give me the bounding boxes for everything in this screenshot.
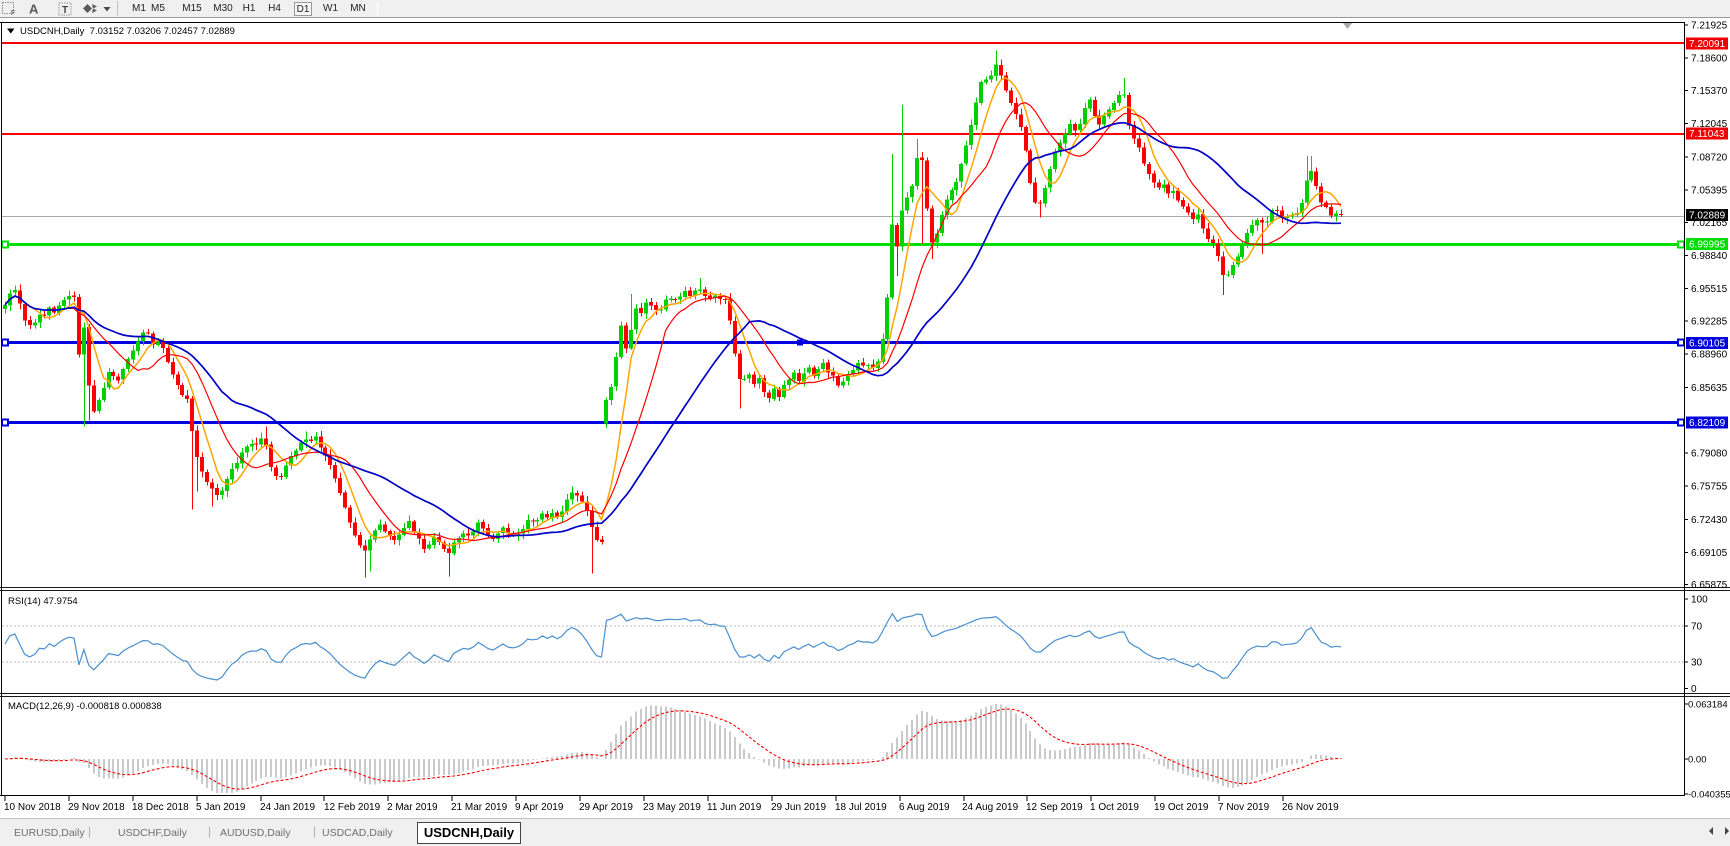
svg-text:7.02889: 7.02889 bbox=[1689, 211, 1726, 222]
svg-text:MACD(12,26,9) -0.000818 0.0008: MACD(12,26,9) -0.000818 0.000838 bbox=[8, 701, 162, 712]
svg-text:7.20091: 7.20091 bbox=[1689, 39, 1726, 50]
svg-text:6.90105: 6.90105 bbox=[1689, 338, 1726, 349]
svg-text:1 Oct 2019: 1 Oct 2019 bbox=[1090, 802, 1139, 813]
svg-text:6 Aug 2019: 6 Aug 2019 bbox=[899, 802, 950, 813]
svg-text:F: F bbox=[11, 10, 15, 17]
svg-text:7.05395: 7.05395 bbox=[1691, 186, 1728, 197]
svg-text:-0.040355: -0.040355 bbox=[1688, 790, 1730, 801]
svg-text:T: T bbox=[62, 5, 68, 16]
svg-text:6.79080: 6.79080 bbox=[1691, 448, 1728, 459]
svg-text:18 Dec 2018: 18 Dec 2018 bbox=[132, 802, 189, 813]
svg-text:18 Jul 2019: 18 Jul 2019 bbox=[835, 802, 887, 813]
svg-text:RSI(14) 47.9754: RSI(14) 47.9754 bbox=[8, 596, 78, 607]
svg-text:10 Nov 2018: 10 Nov 2018 bbox=[4, 802, 61, 813]
svg-text:6.75755: 6.75755 bbox=[1691, 482, 1728, 493]
svg-text:6.69105: 6.69105 bbox=[1691, 548, 1728, 559]
svg-text:24 Aug 2019: 24 Aug 2019 bbox=[962, 802, 1019, 813]
svg-text:9 Apr 2019: 9 Apr 2019 bbox=[515, 802, 564, 813]
svg-text:7.15370: 7.15370 bbox=[1691, 86, 1728, 97]
svg-text:6.82109: 6.82109 bbox=[1689, 418, 1726, 429]
svg-text:11 Jun 2019: 11 Jun 2019 bbox=[707, 802, 762, 813]
svg-text:29 Jun 2019: 29 Jun 2019 bbox=[771, 802, 826, 813]
svg-text:29 Nov 2018: 29 Nov 2018 bbox=[68, 802, 125, 813]
svg-text:7.02165: 7.02165 bbox=[1691, 218, 1728, 229]
svg-text:70: 70 bbox=[1691, 622, 1703, 633]
svg-text:6.65875: 6.65875 bbox=[1691, 580, 1728, 591]
svg-text:19 Oct 2019: 19 Oct 2019 bbox=[1154, 802, 1209, 813]
svg-text:5 Jan 2019: 5 Jan 2019 bbox=[196, 802, 246, 813]
svg-text:7.08720: 7.08720 bbox=[1691, 152, 1728, 163]
svg-text:7 Nov 2019: 7 Nov 2019 bbox=[1218, 802, 1270, 813]
svg-text:0: 0 bbox=[1691, 684, 1697, 695]
svg-text:7.11043: 7.11043 bbox=[1689, 129, 1725, 140]
svg-text:7.12045: 7.12045 bbox=[1691, 119, 1728, 130]
svg-text:6.85635: 6.85635 bbox=[1691, 383, 1728, 394]
svg-text:24 Jan 2019: 24 Jan 2019 bbox=[260, 802, 315, 813]
svg-text:0.00: 0.00 bbox=[1688, 755, 1707, 766]
svg-text:6.99995: 6.99995 bbox=[1689, 240, 1726, 251]
svg-text:7.18600: 7.18600 bbox=[1691, 54, 1728, 65]
svg-text:26 Nov 2019: 26 Nov 2019 bbox=[1282, 802, 1339, 813]
svg-text:6.92285: 6.92285 bbox=[1691, 317, 1728, 328]
svg-text:30: 30 bbox=[1691, 658, 1703, 669]
svg-text:6.88960: 6.88960 bbox=[1691, 350, 1728, 361]
svg-text:29 Apr 2019: 29 Apr 2019 bbox=[579, 802, 633, 813]
svg-text:7.21925: 7.21925 bbox=[1691, 21, 1728, 32]
svg-text:A: A bbox=[29, 2, 39, 17]
svg-text:23 May 2019: 23 May 2019 bbox=[643, 802, 701, 813]
svg-text:0.063184: 0.063184 bbox=[1688, 700, 1728, 711]
svg-text:12 Sep 2019: 12 Sep 2019 bbox=[1026, 802, 1083, 813]
svg-text:USDCNH,Daily 7.03152 7.03206: USDCNH,Daily 7.03152 7.03206 7.02457 7.0… bbox=[20, 26, 235, 37]
svg-text:6.95515: 6.95515 bbox=[1691, 284, 1728, 295]
svg-text:6.72430: 6.72430 bbox=[1691, 515, 1728, 526]
svg-text:12 Feb 2019: 12 Feb 2019 bbox=[324, 802, 381, 813]
svg-text:21 Mar 2019: 21 Mar 2019 bbox=[451, 802, 508, 813]
svg-text:2 Mar 2019: 2 Mar 2019 bbox=[387, 802, 438, 813]
svg-text:100: 100 bbox=[1691, 595, 1708, 606]
svg-text:6.98840: 6.98840 bbox=[1691, 251, 1728, 262]
